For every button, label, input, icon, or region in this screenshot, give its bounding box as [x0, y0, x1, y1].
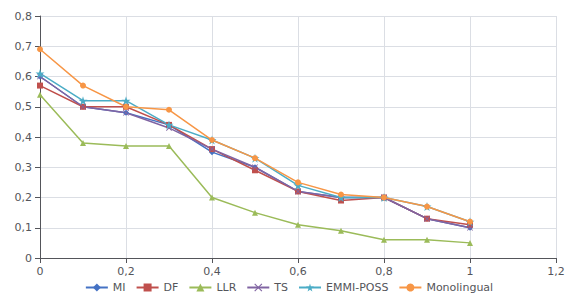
- svg-text:0,8: 0,8: [15, 10, 33, 23]
- svg-text:0,4: 0,4: [15, 131, 33, 144]
- svg-text:0: 0: [37, 265, 44, 278]
- svg-text:0,4: 0,4: [203, 265, 221, 278]
- svg-text:0,8: 0,8: [375, 265, 393, 278]
- svg-text:TS: TS: [273, 281, 288, 294]
- svg-text:0: 0: [25, 252, 32, 265]
- svg-text:DF: DF: [164, 281, 179, 294]
- svg-text:0,2: 0,2: [15, 191, 33, 204]
- svg-text:EMMI-POSS: EMMI-POSS: [326, 281, 388, 294]
- svg-text:0,3: 0,3: [15, 161, 33, 174]
- svg-text:1,2: 1,2: [547, 265, 565, 278]
- svg-text:0,2: 0,2: [117, 265, 135, 278]
- svg-text:0,7: 0,7: [15, 40, 33, 53]
- svg-text:LLR: LLR: [216, 281, 236, 294]
- svg-text:1: 1: [467, 265, 474, 278]
- svg-text:0,6: 0,6: [15, 70, 33, 83]
- svg-text:MI: MI: [113, 281, 126, 294]
- svg-text:0,5: 0,5: [15, 100, 33, 113]
- svg-text:0,1: 0,1: [15, 221, 33, 234]
- svg-text:Monolingual: Monolingual: [426, 281, 493, 294]
- svg-text:0,6: 0,6: [289, 265, 307, 278]
